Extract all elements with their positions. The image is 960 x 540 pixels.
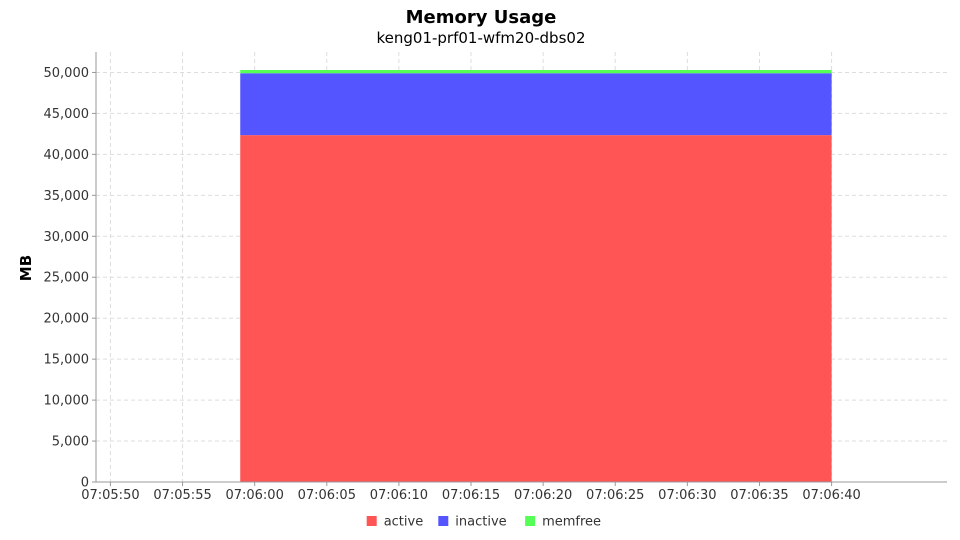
y-tick-label: 15,000 xyxy=(44,353,90,368)
area-series-active xyxy=(240,135,832,482)
x-tick-label: 07:06:25 xyxy=(586,488,644,503)
y-tick-label: 50,000 xyxy=(44,66,90,81)
axis-layer: 0 5,000 10,000 15,000 20,000 25,000 30,000 35,0… xyxy=(44,52,947,503)
legend-label-memfree: memfree xyxy=(542,515,601,530)
x-tick-label: 07:06:10 xyxy=(370,488,428,503)
x-tick-label: 07:05:55 xyxy=(153,488,211,503)
y-tick-label: 10,000 xyxy=(44,394,90,409)
y-tick-label: 20,000 xyxy=(44,312,90,327)
x-tick-label: 07:05:50 xyxy=(81,488,139,503)
y-tick-label: 25,000 xyxy=(44,271,90,286)
y-tick-label: 40,000 xyxy=(44,148,90,163)
legend-swatch-memfree xyxy=(525,516,536,526)
legend-swatch-active xyxy=(366,516,377,526)
legend-label-active: active xyxy=(384,515,424,530)
y-tick-label: 5,000 xyxy=(52,435,89,450)
legend-label-inactive: inactive xyxy=(455,515,506,530)
y-tick-label: 30,000 xyxy=(44,230,90,245)
area-series-inactive xyxy=(240,73,832,136)
area-series-memfree xyxy=(240,70,832,74)
legend-swatch-inactive xyxy=(438,516,449,526)
y-tick-label: 0 xyxy=(81,476,89,491)
x-tick-label: 07:06:40 xyxy=(802,488,860,503)
y-axis-label: MB xyxy=(17,255,35,281)
chart-title: Memory Usage xyxy=(406,7,557,28)
x-tick-label: 07:06:05 xyxy=(298,488,356,503)
legend: active inactive memfree xyxy=(366,515,601,530)
x-tick-label: 07:06:15 xyxy=(442,488,500,503)
y-tick-label: 45,000 xyxy=(44,107,90,122)
area-layer xyxy=(240,70,832,482)
chart-subtitle: keng01-prf01-wfm20-dbs02 xyxy=(377,29,586,47)
y-tick-label: 35,000 xyxy=(44,189,90,204)
x-tick-label: 07:06:00 xyxy=(225,488,283,503)
x-tick-label: 07:06:20 xyxy=(514,488,572,503)
x-tick-label: 07:06:30 xyxy=(658,488,716,503)
x-tick-label: 07:06:35 xyxy=(730,488,788,503)
